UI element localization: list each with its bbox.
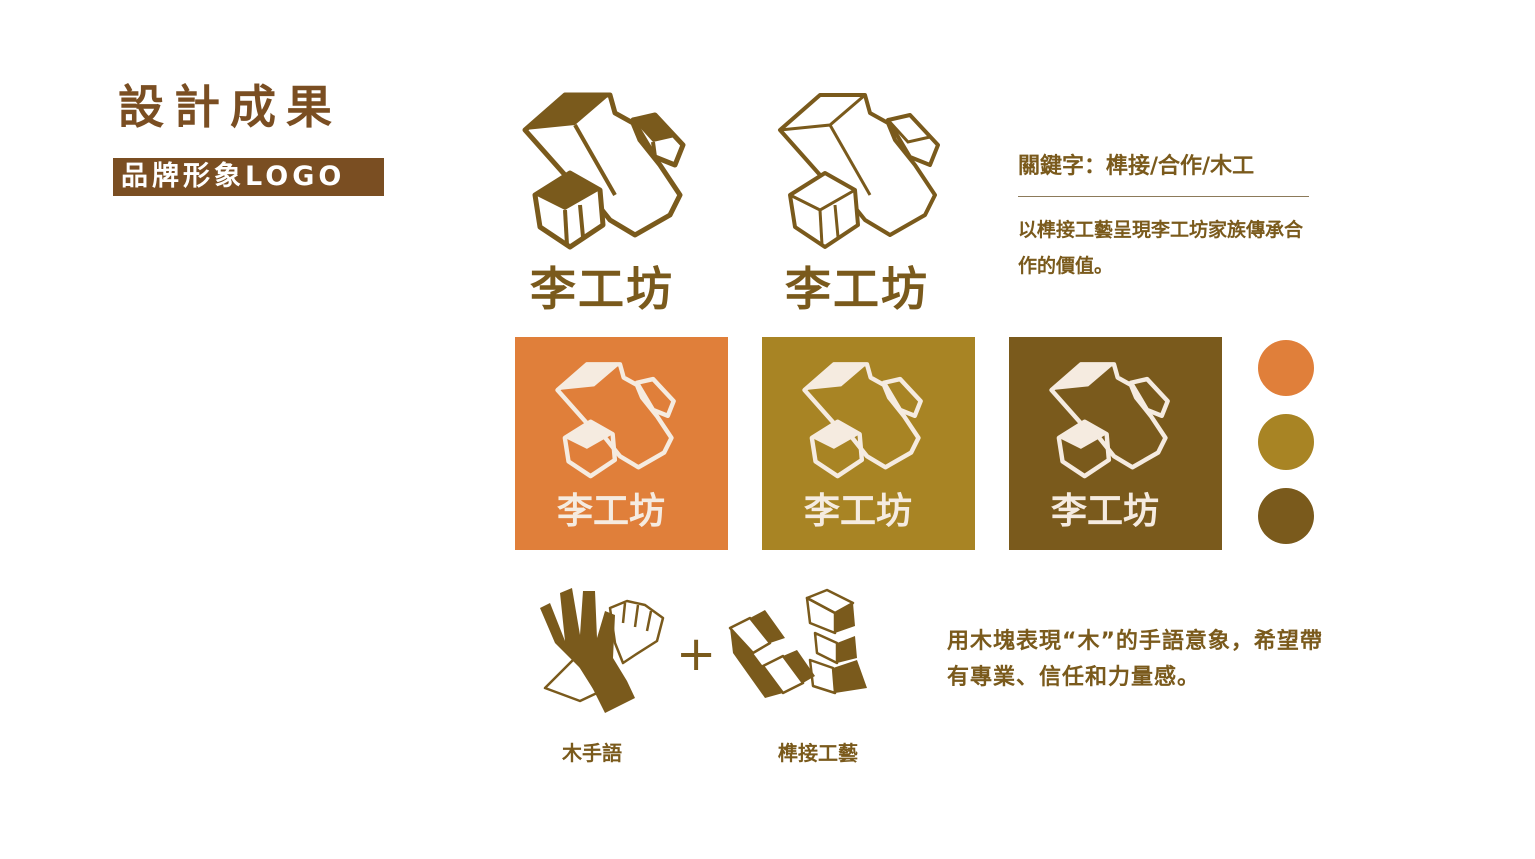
- color-dot-brown: [1258, 488, 1314, 544]
- logo-filled: 李工坊: [515, 85, 705, 316]
- hand-sign-icon: [540, 588, 665, 713]
- logo-outline: 李工坊: [770, 85, 960, 316]
- blocks-caption: 榫接工藝: [778, 741, 858, 765]
- logo-swatch-ochre: 李工坊: [762, 337, 975, 550]
- plus-sign: +: [676, 626, 717, 682]
- logo-wordmark: 李工坊: [804, 491, 913, 532]
- concept-description: 用木塊表現“木”的手語意象，希望帶有專業、信任和力量感。: [947, 629, 1323, 690]
- logo-wordmark: 李工坊: [1051, 491, 1160, 532]
- keywords-description: 以榫接工藝呈現李工坊家族傳承合作的價值。: [1018, 219, 1304, 277]
- block-logo-icon: [802, 362, 923, 479]
- logo-swatch-orange: 李工坊: [515, 337, 728, 550]
- page-title: 設計成果: [118, 80, 342, 134]
- divider: [1018, 196, 1309, 197]
- block-logo-icon: [778, 93, 940, 249]
- block-logo-icon: [1049, 362, 1170, 479]
- color-dot-orange: [1258, 340, 1314, 396]
- color-dot-ochre: [1258, 414, 1314, 470]
- logo-swatch-brown: 李工坊: [1009, 337, 1222, 550]
- block-logo-icon: [522, 92, 686, 250]
- hand-caption: 木手語: [562, 741, 622, 765]
- logo-wordmark: 李工坊: [785, 262, 929, 316]
- logo-wordmark: 李工坊: [557, 491, 666, 532]
- section-badge: 品牌形象LOGO: [113, 158, 384, 196]
- joinery-blocks-icon: [728, 588, 867, 698]
- block-logo-icon: [555, 362, 676, 479]
- keywords-heading: 關鍵字：榫接/合作/木工: [1018, 154, 1255, 179]
- logo-wordmark: 李工坊: [530, 262, 674, 316]
